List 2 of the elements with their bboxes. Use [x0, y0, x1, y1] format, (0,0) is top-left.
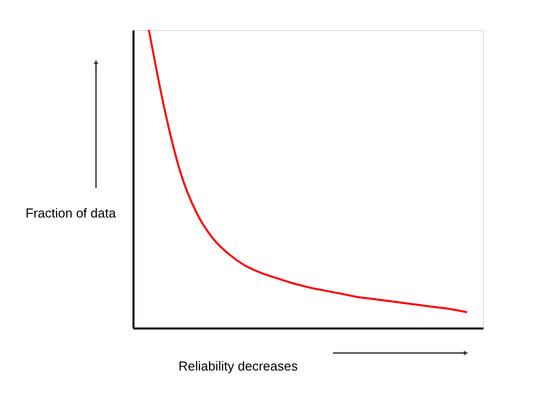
y-axis-title: Fraction of data	[26, 206, 117, 220]
x-axis-title: Reliability decreases	[178, 358, 298, 374]
